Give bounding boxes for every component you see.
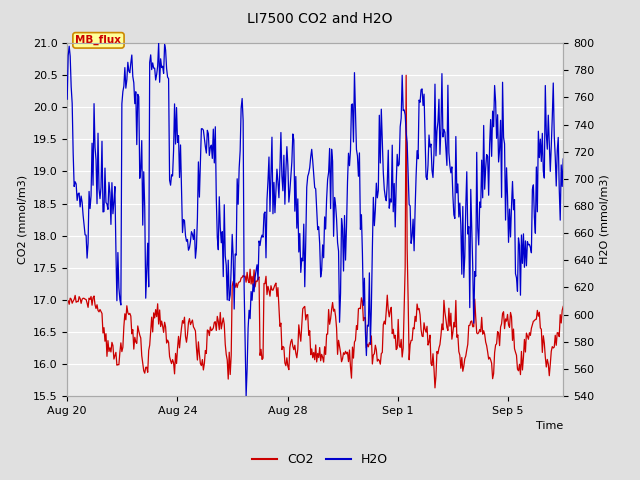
Y-axis label: CO2 (mmol/m3): CO2 (mmol/m3)	[17, 175, 27, 264]
Text: MB_flux: MB_flux	[76, 35, 122, 46]
Y-axis label: H2O (mmol/m3): H2O (mmol/m3)	[600, 175, 610, 264]
Text: LI7500 CO2 and H2O: LI7500 CO2 and H2O	[247, 12, 393, 26]
Legend: CO2, H2O: CO2, H2O	[247, 448, 393, 471]
Text: Time: Time	[536, 420, 563, 431]
